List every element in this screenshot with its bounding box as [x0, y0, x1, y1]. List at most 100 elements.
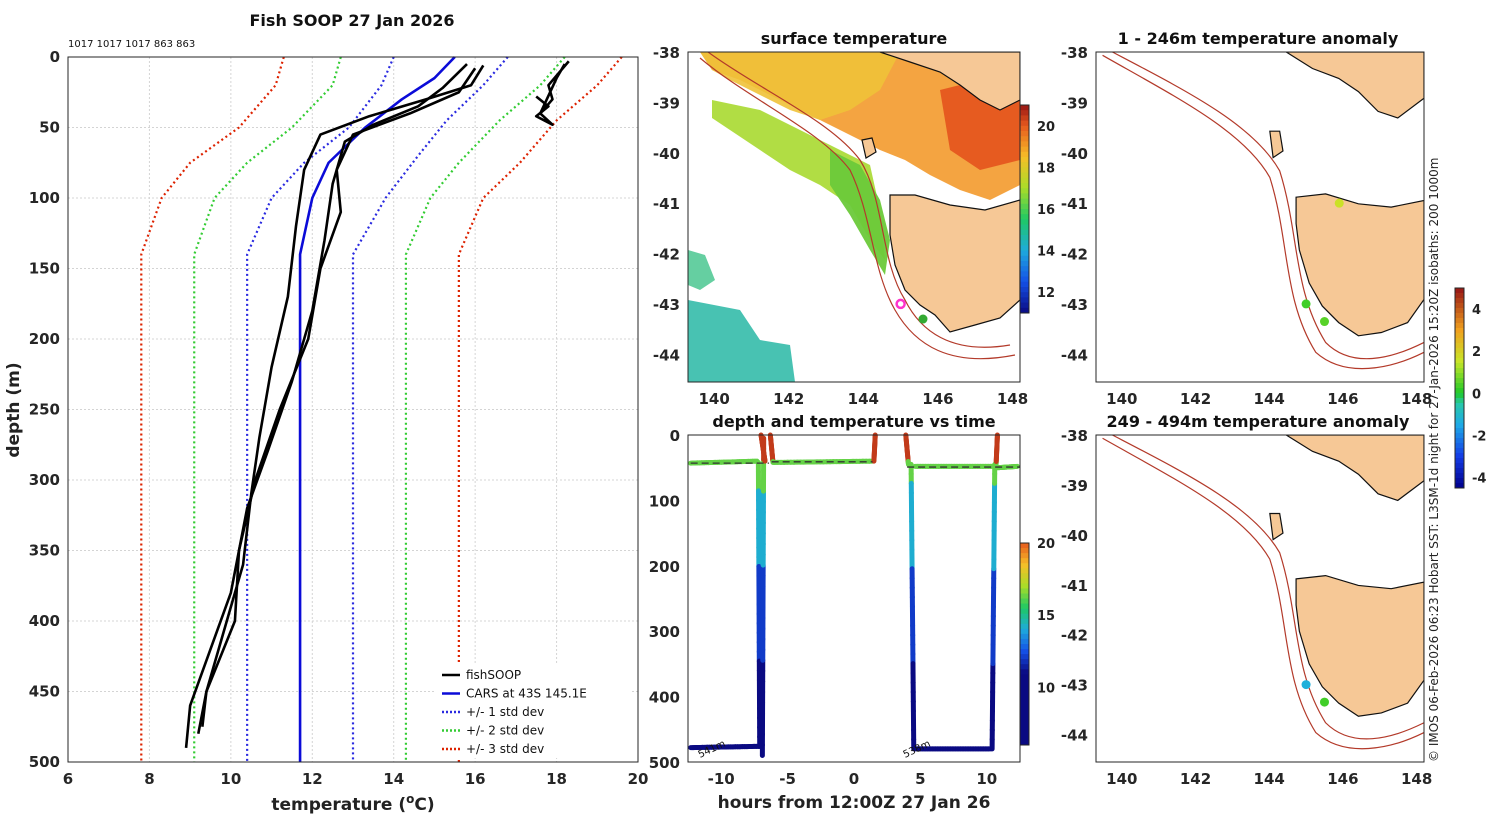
- sst-colorbar-segment: [1020, 105, 1029, 111]
- sst-map-xtick-label: 142: [773, 390, 804, 408]
- anomaly-lower-xtick-label: 146: [1327, 770, 1358, 788]
- anomaly-colorbar-segment: [1455, 473, 1464, 479]
- depth-time-colorbar-segment: [1020, 573, 1029, 579]
- depth-time-colorbar-segment: [1020, 613, 1029, 620]
- sst-colorbar-tick: 14: [1037, 245, 1055, 260]
- anomaly-colorbar-segment: [1455, 438, 1464, 444]
- isobath-200m: [707, 52, 1011, 348]
- anomaly-lower-ytick-label: -42: [1061, 627, 1088, 645]
- depth-time-colorbar-segment: [1020, 568, 1029, 574]
- depth-time-colorbar-segment: [1020, 608, 1029, 615]
- depth-time-ytick-label: 100: [649, 492, 680, 510]
- depth-time-ytick-label: 0: [670, 427, 680, 445]
- depth-time-colorbar-segment: [1020, 558, 1029, 564]
- depth-time-colorbar-segment: [1020, 623, 1029, 630]
- sst-colorbar-segment: [1020, 177, 1029, 184]
- profile-xtick-label: 6: [63, 770, 73, 788]
- sst-map-xtick-label: 140: [698, 390, 729, 408]
- anomaly-colorbar-segment: [1455, 393, 1464, 399]
- sst-colorbar-segment: [1020, 261, 1029, 267]
- anomaly-colorbar-segment: [1455, 333, 1464, 339]
- anomaly-colorbar-segment: [1455, 308, 1464, 314]
- depth-time-xtick-label: 0: [849, 770, 859, 788]
- sst-colorbar-segment: [1020, 131, 1029, 137]
- sst-colorbar-segment: [1020, 136, 1029, 142]
- depth-time-colorbar-segment: [1020, 729, 1029, 736]
- anomaly-upper-xtick-label: 146: [1327, 390, 1358, 408]
- anomaly-colorbar-segment: [1455, 373, 1464, 379]
- anomaly-lower-ytick-label: -41: [1061, 577, 1088, 595]
- sst-colorbar-segment: [1020, 250, 1029, 257]
- profile-series-line: [404, 56, 566, 762]
- anomaly-colorbar-segment: [1455, 428, 1464, 434]
- depth-time-colorbar-segment: [1020, 548, 1029, 554]
- king-island: [861, 137, 877, 159]
- depth-time-colorbar-segment: [1020, 543, 1029, 549]
- anomaly-lower-axes-box: [1095, 434, 1425, 763]
- sst-colorbar-tick: 20: [1037, 120, 1055, 135]
- profile-series-line: [140, 56, 285, 762]
- anomaly-colorbar-segment: [1455, 453, 1464, 459]
- depth-time-xtick-label: -10: [708, 770, 735, 788]
- depth-label-2: 538m: [902, 739, 933, 761]
- anomaly-colorbar-segment: [1455, 358, 1464, 364]
- sst-colorbar-tick: 16: [1037, 203, 1055, 218]
- legend-label: fishSOOP: [466, 668, 521, 682]
- map-basemap: [1102, 435, 1424, 750]
- depth-time-colorbar-box: [1019, 542, 1030, 746]
- sst-map-marker: [918, 314, 928, 324]
- anomaly-colorbar-tick: -2: [1472, 429, 1486, 444]
- legend-label: +/- 1 std dev: [466, 705, 544, 719]
- sst-colorbar-segment: [1020, 157, 1029, 163]
- anomaly-colorbar-segment: [1455, 313, 1464, 319]
- sst-map-xtick-label: 146: [922, 390, 953, 408]
- depth-time-colorbar-segment: [1020, 739, 1029, 746]
- sst-colorbar-segment: [1020, 183, 1029, 189]
- anomaly-colorbar-segment: [1455, 413, 1464, 419]
- depth-time-colorbar-segment: [1020, 694, 1029, 701]
- sst-colorbar-segment: [1020, 307, 1029, 314]
- sst-colorbar-segment: [1020, 115, 1029, 122]
- depth-time-xtick-label: -5: [779, 770, 796, 788]
- sst-colorbar-tick: 12: [1037, 286, 1055, 301]
- profile-xtick-label: 20: [628, 770, 649, 788]
- depth-time-colorbar-tick: 15: [1037, 609, 1055, 624]
- depth-time-colorbar-tick: 20: [1037, 537, 1055, 552]
- anomaly-lower-ytick-label: -43: [1061, 677, 1088, 695]
- profile-series-line: [184, 63, 468, 749]
- king-island: [1269, 130, 1284, 159]
- anomaly-colorbar-tick: 4: [1472, 303, 1481, 318]
- mainland-australia: [1285, 435, 1424, 502]
- anomaly-colorbar-segment: [1455, 303, 1464, 309]
- depth-time-colorbar-segment: [1020, 649, 1029, 655]
- depth-time-colorbar-segment: [1020, 578, 1029, 584]
- sst-colorbar-segment: [1020, 141, 1029, 148]
- anomaly-upper-ytick-label: -38: [1061, 44, 1088, 62]
- sst-map-marker: [895, 298, 906, 310]
- sst-colorbar-segment: [1020, 219, 1029, 226]
- anomaly-colorbar-tick: -4: [1472, 471, 1486, 486]
- profile-xtick-label: 16: [465, 770, 486, 788]
- sst-colorbar-segment: [1020, 203, 1029, 210]
- anomaly-colorbar-segment: [1455, 448, 1464, 454]
- sst-colorbar-segment: [1020, 245, 1029, 252]
- sst-colorbar-segment: [1020, 224, 1029, 231]
- anomaly-upper-xtick-label: 144: [1254, 390, 1285, 408]
- profile-panel: Fish SOOP 27 Jan 2026 1017 1017 1017 863…: [4, 11, 648, 815]
- sst-colorbar-segment: [1020, 271, 1029, 278]
- anomaly-lower-xtick-label: 148: [1401, 770, 1432, 788]
- anomaly-upper-ytick-label: -41: [1061, 195, 1088, 213]
- sst-colorbar-segment: [1020, 162, 1029, 168]
- profile-axes-box: [67, 56, 639, 763]
- anomaly-map-upper-panel: 1 - 246m temperature anomaly 140 142 144 14…: [1061, 29, 1432, 408]
- depth-time-ytick-label: 500: [649, 754, 680, 772]
- anomaly-colorbar-tick: 0: [1472, 387, 1481, 402]
- sst-colorbar-segment: [1020, 276, 1029, 283]
- profile-series-line: [197, 64, 485, 735]
- sst-map-panel: surface temperature 140 142 144 146 148 -38 -3…: [653, 29, 1055, 408]
- profile-series-line: [193, 56, 342, 762]
- isobath-200m: [1112, 52, 1424, 360]
- sst-colorbar-segment: [1020, 151, 1029, 158]
- anomaly-colorbar-segment: [1455, 363, 1464, 369]
- anomaly-colorbar-segment: [1455, 483, 1464, 489]
